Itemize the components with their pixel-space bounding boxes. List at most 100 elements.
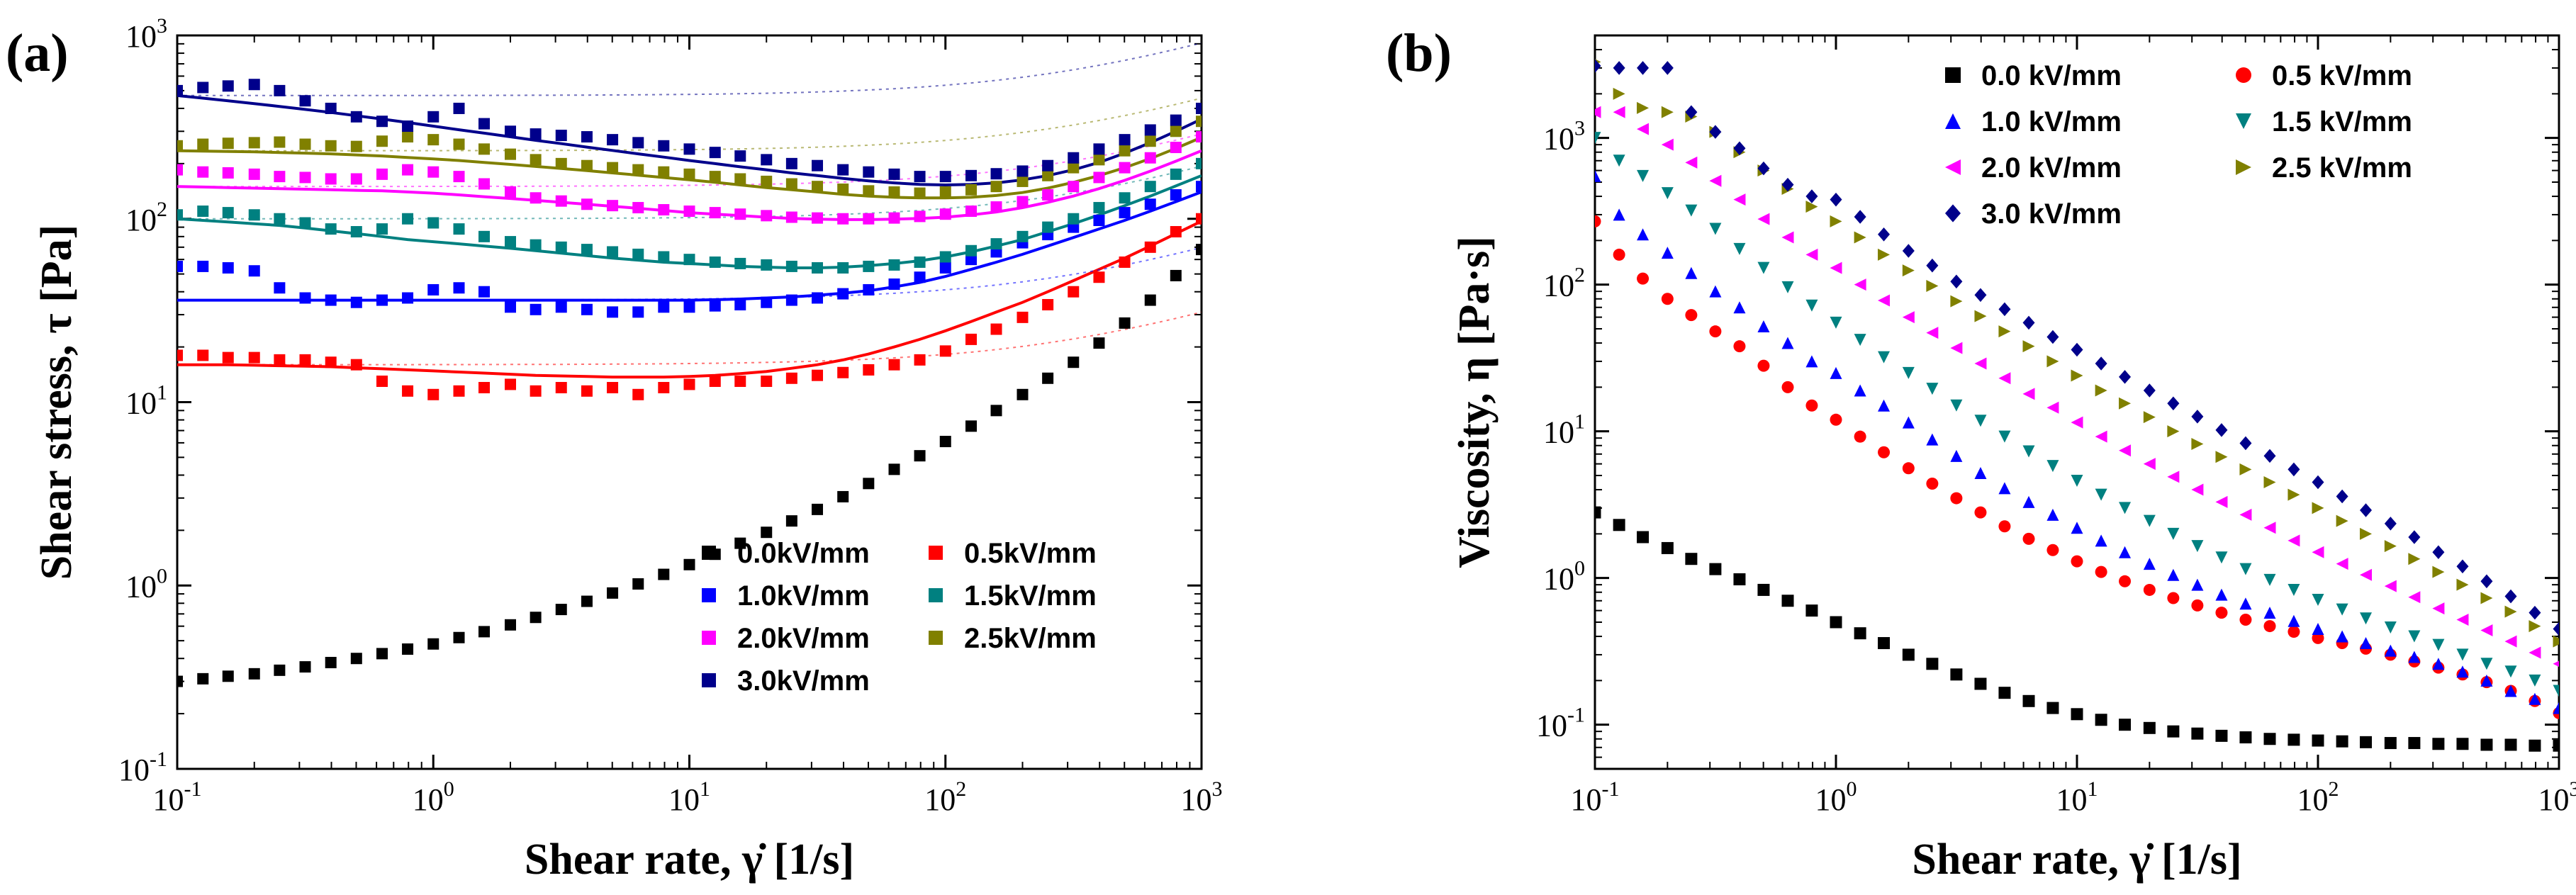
data-point (1926, 258, 1939, 273)
data-point (990, 181, 1002, 193)
data-point (1805, 248, 1818, 261)
x-tick-label-base: 10 (924, 782, 956, 817)
legend-marker (1945, 113, 1961, 129)
data-point (530, 303, 542, 315)
y-tick-label: 10-1 (1536, 704, 1585, 743)
reference-line-2-0kv-mm-fit (177, 133, 1202, 188)
x-tick-label-exp: 0 (1847, 777, 1857, 801)
data-point (1042, 372, 1054, 384)
data-point (530, 612, 542, 624)
x-tick-label-base: 10 (2056, 782, 2088, 817)
data-point (1974, 288, 1987, 303)
data-point (1709, 125, 1722, 139)
data-point (785, 211, 797, 223)
data-point (939, 261, 951, 274)
data-point (1902, 311, 1915, 324)
y-tick-label-exp: 0 (157, 564, 167, 587)
x-tick-label: 102 (924, 777, 966, 817)
data-point (1661, 541, 1674, 554)
x-tick-label-exp: 3 (1212, 777, 1223, 801)
legend-marker (702, 631, 716, 645)
data-point (1781, 337, 1794, 349)
data-point (1661, 247, 1674, 259)
data-point (1830, 316, 1842, 329)
y-tick-label: 103 (1543, 117, 1585, 157)
legend-label: 2.5kV/mm (964, 623, 1097, 654)
y-tick-label-exp: 1 (1574, 410, 1585, 434)
data-point (888, 278, 900, 291)
data-point (1757, 161, 1770, 176)
data-point (632, 388, 644, 400)
data-point (325, 140, 337, 152)
data-point (632, 578, 644, 590)
data-point (607, 200, 619, 212)
data-point (1878, 446, 1891, 458)
data-point (2071, 522, 2083, 534)
data-point (402, 164, 414, 176)
data-point (863, 166, 875, 178)
data-point (1950, 449, 1963, 462)
x-tick-label-exp: 2 (2329, 777, 2339, 801)
data-point (2215, 588, 2228, 601)
data-point (1854, 430, 1866, 443)
y-tick-label-exp: 2 (1574, 264, 1585, 287)
data-point (248, 79, 260, 91)
data-point (1902, 264, 1915, 277)
data-point (274, 213, 286, 225)
reference-line-1-0kv-mm-fit (177, 247, 1202, 301)
data-point (888, 259, 900, 271)
data-point (222, 167, 234, 179)
data-point (1170, 168, 1182, 180)
data-point (581, 385, 593, 397)
panel-label: (b) (1386, 23, 1452, 83)
data-point (1805, 355, 1818, 368)
data-point (1709, 563, 1722, 575)
data-point (248, 168, 260, 180)
y-tick-label-exp: 1 (157, 381, 167, 405)
data-point (177, 164, 183, 176)
data-point (632, 202, 644, 214)
data-point (1878, 248, 1891, 261)
data-point (1950, 668, 1963, 681)
data-point (1068, 162, 1080, 174)
series-0-5kv-mm (177, 213, 1202, 400)
data-point (2191, 483, 2204, 496)
data-point (888, 463, 900, 475)
data-point (990, 238, 1002, 250)
data-point (1042, 159, 1054, 171)
data-point (2336, 489, 2348, 504)
data-point (1613, 519, 1625, 531)
data-point (1805, 189, 1818, 203)
data-point (427, 638, 439, 650)
data-point (2432, 545, 2445, 560)
data-point (1170, 189, 1182, 201)
data-point (504, 148, 516, 160)
data-point (2143, 458, 2156, 471)
y-tick-label: 100 (125, 564, 167, 604)
data-point (812, 212, 824, 224)
data-point (2046, 355, 2059, 368)
x-tick-label: 102 (2297, 777, 2339, 817)
y-tick-label-base: 10 (125, 19, 157, 54)
data-point (2360, 637, 2373, 650)
y-tick-label-exp: -1 (150, 748, 167, 771)
legend-marker (2236, 113, 2251, 129)
data-point (2384, 621, 2397, 634)
data-point (376, 294, 388, 306)
data-point (2287, 488, 2300, 501)
data-point (555, 241, 567, 253)
series-2-5kv-mm (177, 116, 1202, 199)
series-2-0kv-mm (177, 131, 1202, 225)
data-point (1170, 114, 1182, 126)
data-point (1854, 334, 1866, 347)
data-point (939, 208, 951, 220)
data-point (1595, 169, 1601, 182)
legend-marker (1945, 67, 1961, 83)
data-point (1805, 299, 1818, 312)
data-point (2239, 597, 2252, 610)
x-tick-label-exp: 0 (444, 777, 454, 801)
data-point (812, 369, 824, 381)
y-tick-label-base: 10 (125, 203, 157, 237)
data-point (1805, 399, 1818, 412)
data-point (1878, 227, 1891, 242)
